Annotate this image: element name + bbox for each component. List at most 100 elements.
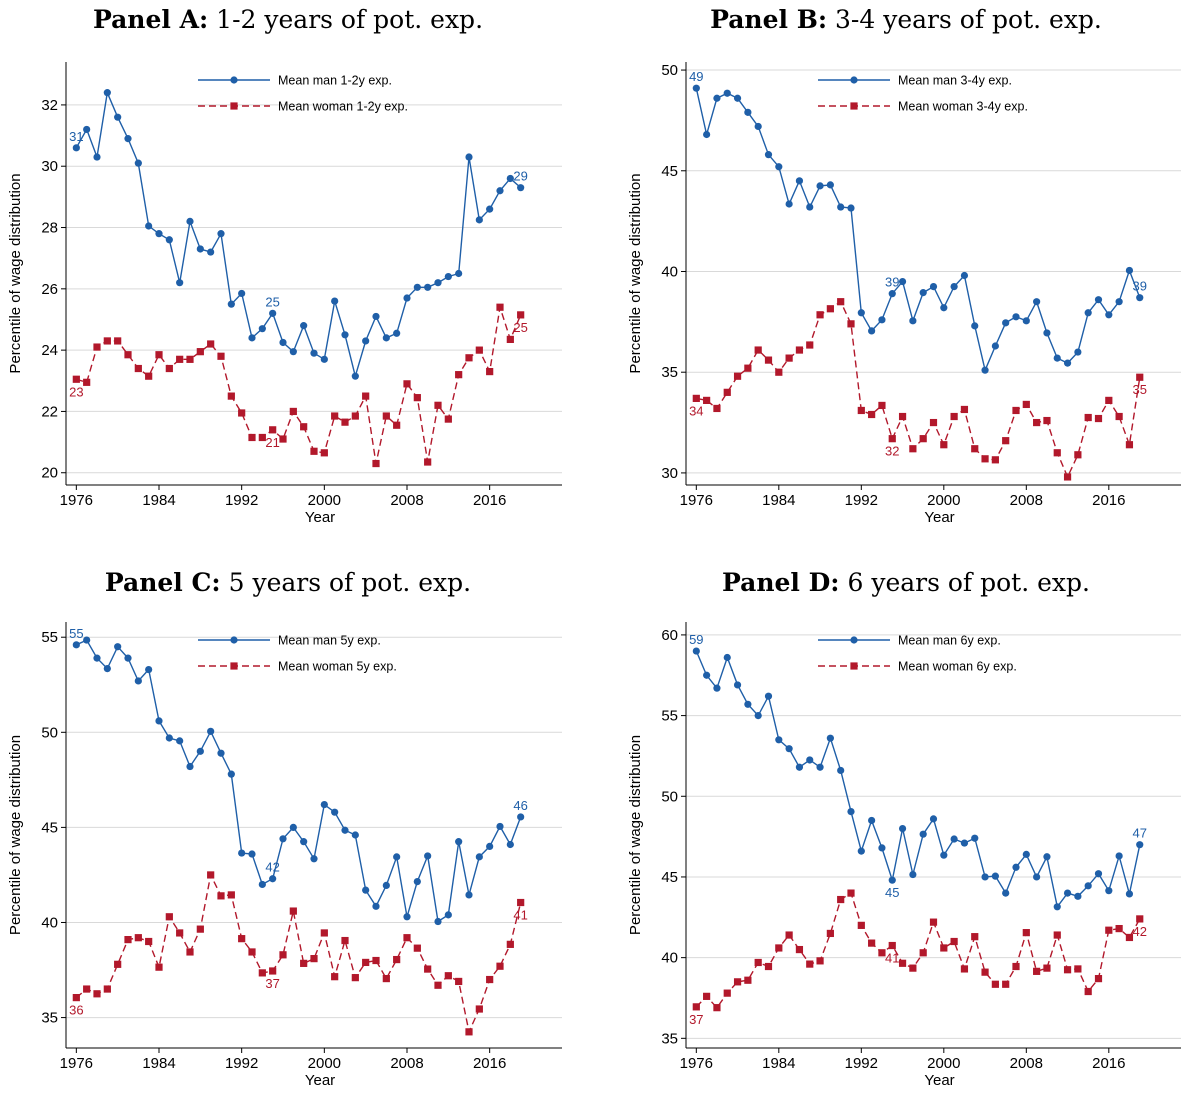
data-point xyxy=(103,337,111,345)
data-point xyxy=(826,734,834,742)
y-tick-label: 35 xyxy=(661,364,678,381)
data-point xyxy=(155,717,163,725)
data-point xyxy=(155,230,163,238)
data-point xyxy=(898,277,907,286)
data-point xyxy=(372,956,380,965)
legend-label: Mean woman 3-4y exp. xyxy=(898,100,1028,114)
data-point xyxy=(1022,400,1030,409)
data-point xyxy=(444,415,452,423)
data-point xyxy=(754,346,762,354)
data-label: 39 xyxy=(885,275,899,290)
series-line-man xyxy=(75,90,522,379)
data-point xyxy=(898,824,907,833)
data-point xyxy=(981,455,989,463)
panel-title-bold: Panel A: xyxy=(93,5,208,34)
data-point xyxy=(837,766,845,775)
data-label: 25 xyxy=(265,294,279,309)
data-point xyxy=(713,684,721,692)
data-point xyxy=(929,418,938,427)
data-point xyxy=(145,665,153,674)
data-point xyxy=(909,445,917,453)
y-tick-label: 50 xyxy=(41,724,58,741)
data-point xyxy=(1043,329,1051,337)
data-point xyxy=(320,355,328,363)
data-point xyxy=(960,271,969,280)
data-point xyxy=(847,889,855,897)
data-point xyxy=(940,944,948,952)
data-point xyxy=(269,875,277,883)
data-point xyxy=(1074,451,1082,459)
data-point xyxy=(269,309,277,317)
data-point xyxy=(1074,348,1082,356)
data-point xyxy=(888,941,896,950)
data-point xyxy=(279,338,287,347)
data-point xyxy=(413,283,421,291)
data-point xyxy=(857,847,865,855)
data-point xyxy=(795,177,804,185)
data-point xyxy=(1022,850,1030,858)
x-tick-label: 2008 xyxy=(390,1055,423,1072)
data-point xyxy=(517,898,525,907)
data-label: 49 xyxy=(689,69,703,84)
data-point xyxy=(1012,863,1020,871)
data-point xyxy=(258,969,266,977)
x-tick-label: 1976 xyxy=(680,1055,713,1072)
data-point xyxy=(506,335,514,344)
data-point xyxy=(134,934,142,942)
data-point xyxy=(196,747,204,755)
data-point xyxy=(909,317,917,325)
data-point xyxy=(72,375,80,383)
data-point xyxy=(713,404,721,413)
data-point xyxy=(764,692,773,700)
data-point xyxy=(496,822,504,831)
data-point xyxy=(207,871,215,879)
x-tick-label: 2016 xyxy=(473,1055,506,1072)
data-point xyxy=(300,838,308,846)
data-point xyxy=(300,959,308,967)
data-point xyxy=(217,352,225,360)
data-point xyxy=(434,917,442,926)
data-point xyxy=(1053,354,1061,362)
data-label: 42 xyxy=(1133,924,1147,939)
data-point xyxy=(785,200,793,208)
data-point xyxy=(424,283,432,291)
data-point xyxy=(919,435,927,443)
data-point xyxy=(1043,853,1051,861)
data-point xyxy=(310,855,318,863)
x-tick-label: 1984 xyxy=(762,1055,795,1072)
data-point xyxy=(465,153,473,161)
x-axis-label: Year xyxy=(305,1072,335,1089)
data-label: 29 xyxy=(513,169,527,184)
data-point xyxy=(93,153,101,161)
data-point xyxy=(1002,437,1010,445)
data-point xyxy=(713,94,721,102)
data-point xyxy=(1125,933,1134,942)
data-point xyxy=(744,364,752,372)
panel-title: Panel C: 5 years of pot. exp. xyxy=(105,568,471,597)
data-point xyxy=(919,830,927,838)
data-point xyxy=(785,745,793,753)
data-point xyxy=(186,762,194,771)
data-point xyxy=(754,711,762,720)
data-point xyxy=(362,958,370,967)
data-point xyxy=(196,348,204,356)
data-point xyxy=(465,891,473,899)
data-label: 25 xyxy=(513,320,527,335)
data-point xyxy=(444,272,452,281)
data-point xyxy=(165,913,173,921)
data-point xyxy=(703,130,711,139)
data-point xyxy=(93,654,101,662)
x-tick-label: 2016 xyxy=(1092,492,1125,509)
data-point xyxy=(816,182,824,190)
data-point xyxy=(857,406,865,415)
data-point xyxy=(165,734,173,742)
data-point xyxy=(950,282,958,291)
panel-title-rest: 3-4 years of pot. exp. xyxy=(827,5,1102,34)
data-point xyxy=(1053,931,1061,939)
data-point xyxy=(341,826,349,834)
y-tick-label: 35 xyxy=(41,1010,58,1027)
data-point xyxy=(713,1004,721,1012)
data-point xyxy=(103,89,111,97)
data-point xyxy=(744,976,752,984)
data-point xyxy=(475,1005,483,1013)
